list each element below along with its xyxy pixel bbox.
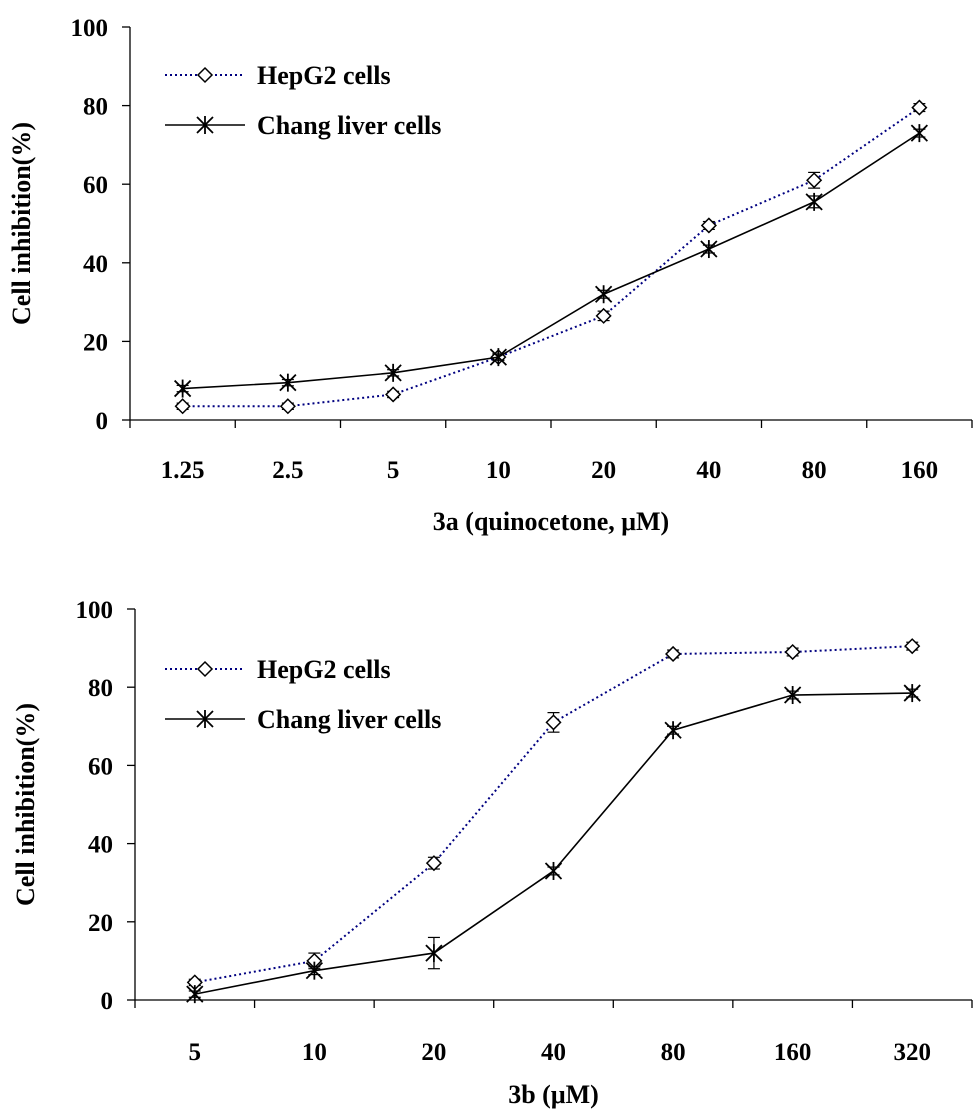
x-axis-title: 3b (μM) [508, 1080, 599, 1109]
series-line [182, 132, 920, 390]
data-point [545, 714, 562, 731]
legend-asterisk-icon [196, 116, 214, 134]
y-tick-label: 80 [83, 94, 108, 121]
legend-label: Chang liver cells [257, 705, 441, 734]
data-point [904, 638, 921, 655]
x-tick-label: 5 [189, 1039, 202, 1066]
series-hepg2 [186, 638, 921, 991]
data-point [903, 684, 921, 703]
data-point [186, 985, 204, 1004]
data-point [425, 944, 443, 963]
data-point [305, 961, 323, 980]
data-point [174, 398, 191, 415]
x-tick-label: 1.25 [161, 457, 205, 484]
y-tick-label: 20 [83, 329, 108, 356]
legend-label: HepG2 cells [257, 655, 391, 684]
y-tick-label: 40 [83, 251, 108, 278]
data-point [489, 348, 508, 367]
data-point [665, 645, 682, 663]
x-tick-label: 2.5 [272, 457, 303, 484]
series-hepg2 [174, 99, 928, 415]
legend-diamond-icon [196, 660, 214, 678]
y-tick-label: 80 [88, 675, 113, 702]
data-point [805, 192, 823, 211]
y-tick-label: 20 [88, 910, 113, 937]
series-chang-liver [173, 124, 929, 398]
data-point [784, 643, 801, 661]
series-line [194, 692, 913, 995]
data-point [279, 398, 296, 415]
x-axis-title: 3a (quinocetone, μM) [433, 507, 669, 536]
y-axis-title: Cell inhibition(%) [7, 122, 36, 325]
y-tick-label: 100 [71, 15, 109, 42]
data-point [910, 124, 929, 143]
y-tick-label: 0 [101, 988, 114, 1015]
x-tick-label: 160 [901, 457, 939, 484]
x-tick-label: 80 [661, 1039, 686, 1066]
series-line [194, 645, 913, 984]
data-point [700, 217, 717, 234]
x-tick-label: 80 [802, 457, 827, 484]
chart-3b: 0 20 40 60 80 100 5 10 20 40 80 160 320 Cell inhibiti… [11, 597, 973, 1109]
series-line [182, 106, 920, 408]
x-tick-label: 40 [541, 1039, 566, 1066]
legend-label: Chang liver cells [257, 111, 441, 140]
series-chang-liver [186, 684, 921, 1004]
legend-label: HepG2 cells [257, 61, 391, 90]
y-tick-label: 0 [96, 408, 109, 435]
data-point [911, 99, 928, 116]
x-tick-label: 20 [421, 1039, 446, 1066]
x-tick-label: 320 [893, 1039, 931, 1066]
y-tick-label: 100 [76, 597, 114, 624]
data-point [425, 855, 442, 872]
x-tick-label: 5 [387, 457, 400, 484]
data-point [279, 373, 297, 392]
x-tick-label: 20 [591, 457, 616, 484]
data-point [544, 861, 563, 880]
chart-3a: 0 20 40 60 80 100 1.25 2.5 5 10 20 40 80 160 Cell inhi… [7, 15, 973, 536]
x-tick-label: 160 [774, 1039, 812, 1066]
y-tick-label: 40 [88, 832, 113, 859]
legend-asterisk-icon [196, 710, 214, 728]
x-tick-label: 40 [696, 457, 721, 484]
data-point [806, 172, 823, 189]
data-point [173, 379, 192, 398]
data-point [384, 363, 402, 382]
data-point [664, 721, 682, 740]
y-axis-title: Cell inhibition(%) [11, 703, 40, 906]
y-tick-label: 60 [83, 172, 108, 199]
x-tick-label: 10 [486, 457, 511, 484]
data-point [784, 686, 802, 705]
x-tick-label: 10 [302, 1039, 327, 1066]
y-tick-label: 60 [88, 753, 113, 780]
data-point [594, 285, 613, 304]
legend-diamond-icon [196, 66, 214, 84]
data-point [385, 386, 402, 403]
data-point [700, 240, 718, 259]
data-point [595, 307, 612, 324]
